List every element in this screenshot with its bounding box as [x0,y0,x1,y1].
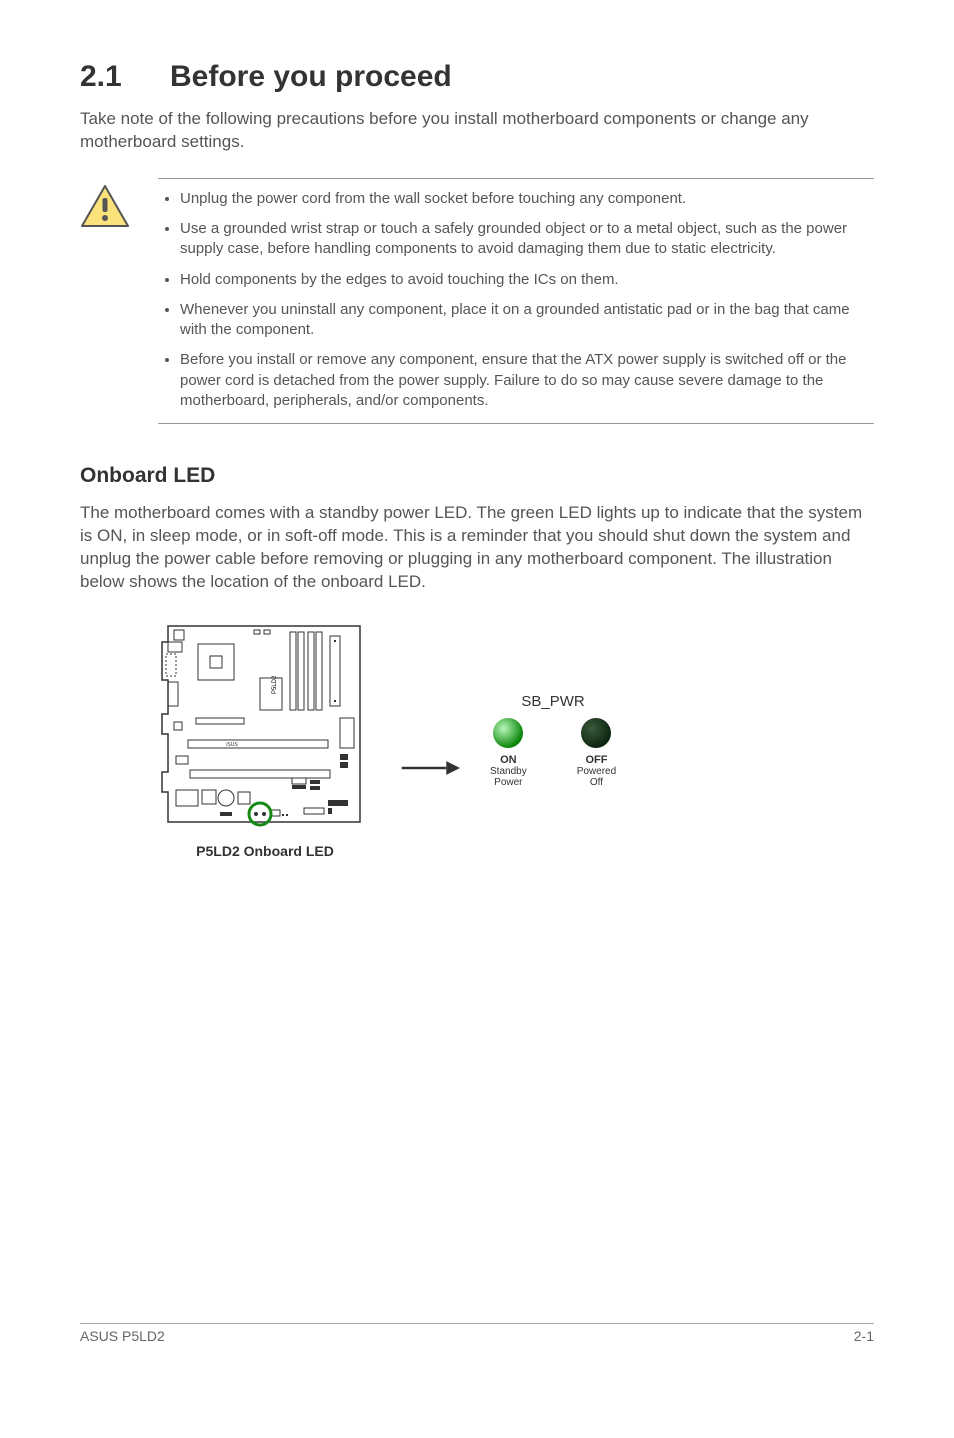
led-state-on: ON Standby Power [490,718,527,788]
led-off-sub2: Off [577,777,616,788]
led-off-label: OFF [577,754,616,766]
board-label: P5LD2 Onboard LED [160,843,370,859]
led-state-off: OFF Powered Off [577,718,616,788]
caution-item: Unplug the power cord from the wall sock… [180,189,874,209]
led-on-label: ON [490,754,527,766]
caution-item: Use a grounded wrist strap or touch a sa… [180,219,874,260]
caution-list: Unplug the power cord from the wall sock… [158,189,874,411]
caution-item: Before you install or remove any compone… [180,350,874,411]
board-silk-text: P5LD2 [272,675,278,694]
led-on-sub1: Standby [490,766,527,777]
subsection-heading: Onboard LED [80,464,874,488]
subsection-body: The motherboard comes with a standby pow… [80,502,874,594]
led-on-sub2: Power [490,777,527,788]
caution-callout: Unplug the power cord from the wall sock… [80,178,874,424]
section-number: 2.1 [80,60,170,94]
led-off-sub1: Powered [577,766,616,777]
footer-left: ASUS P5LD2 [80,1328,165,1344]
arrow-icon [400,756,460,780]
footer-right: 2-1 [854,1328,874,1344]
page-footer: ASUS P5LD2 2-1 [80,1323,874,1344]
led-off-icon [581,718,611,748]
svg-text:/SUS: /SUS [226,742,238,748]
section-title-text: Before you proceed [170,60,452,93]
led-on-icon [493,718,523,748]
intro-text: Take note of the following precautions b… [80,108,874,154]
section-title: 2.1Before you proceed [80,60,874,94]
caution-icon [80,178,134,424]
led-states-panel: SB_PWR ON Standby Power OFF Powered Off [490,693,616,788]
caution-item: Hold components by the edges to avoid to… [180,270,874,290]
caution-body: Unplug the power cord from the wall sock… [158,178,874,424]
led-title: SB_PWR [490,693,616,710]
onboard-led-figure: P5LD2 /SUS [160,622,874,859]
motherboard-diagram: P5LD2 /SUS [160,622,370,832]
caution-item: Whenever you uninstall any component, pl… [180,300,874,341]
